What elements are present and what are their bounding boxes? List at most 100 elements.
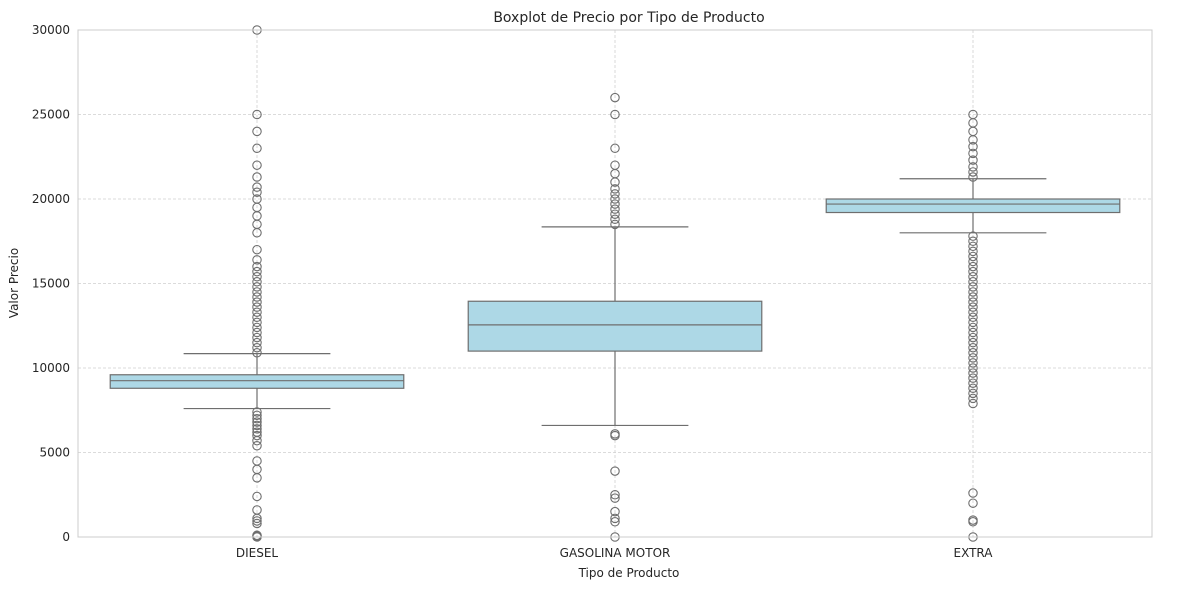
y-tick-label: 5000 — [39, 446, 70, 460]
y-tick-label: 10000 — [32, 361, 70, 375]
outlier-point — [252, 312, 262, 323]
outlier-point — [252, 332, 262, 343]
outlier-point — [968, 287, 978, 297]
outlier-point — [610, 204, 620, 214]
outlier-point — [968, 162, 978, 172]
outlier-point — [968, 302, 978, 312]
y-tick-label: 25000 — [32, 108, 70, 122]
outlier-point — [252, 292, 262, 302]
outlier-point — [610, 189, 620, 199]
outlier-point — [968, 498, 978, 508]
outlier-point — [610, 489, 620, 500]
outlier-point — [610, 209, 620, 219]
outlier-point — [610, 429, 620, 439]
outlier-point — [252, 160, 262, 170]
outlier-point — [252, 255, 262, 265]
outlier-point — [610, 199, 620, 209]
outlier-point — [968, 292, 978, 302]
outlier-point — [252, 277, 262, 287]
outlier-point — [252, 307, 262, 317]
outlier-point — [252, 261, 262, 272]
outlier-point — [252, 417, 262, 427]
outlier-point — [968, 236, 978, 247]
outlier-point — [610, 143, 620, 154]
outlier-point — [610, 466, 620, 476]
outlier-point — [610, 184, 620, 194]
outlier-point — [610, 506, 620, 517]
outlier-point — [610, 160, 620, 170]
outlier-point — [252, 518, 262, 529]
outlier-point — [968, 398, 978, 409]
plot-frame — [77, 29, 1153, 538]
outlier-point — [252, 440, 262, 451]
outlier-point — [968, 155, 978, 165]
outlier-point — [610, 493, 620, 503]
iqr-box — [467, 300, 763, 352]
box-group — [109, 25, 405, 542]
outlier-point — [968, 109, 978, 120]
outlier-point — [252, 491, 262, 502]
y-tick-labels: 0 5000 10000 15000 20000 25000 30000 — [32, 23, 70, 544]
outlier-point — [968, 488, 978, 498]
outlier-point — [252, 297, 262, 307]
outlier-point — [252, 187, 262, 197]
outlier-point — [968, 307, 978, 317]
outlier-point — [968, 358, 978, 368]
x-tick-label: EXTRA — [954, 546, 994, 560]
outlier-point — [968, 246, 978, 257]
outlier-point — [968, 261, 978, 272]
outlier-point — [252, 109, 262, 120]
outlier-point — [252, 302, 262, 312]
outlier-point — [252, 337, 262, 348]
outlier-point — [610, 214, 620, 225]
outlier-point — [610, 513, 620, 524]
outlier-point — [968, 378, 978, 388]
y-tick-label: 15000 — [32, 277, 70, 291]
outlier-point — [968, 393, 978, 404]
x-axis-label: Tipo de Producto — [578, 566, 680, 580]
outlier-point — [252, 430, 262, 441]
outlier-point — [968, 363, 978, 373]
outlier-point — [968, 172, 978, 182]
chart-title: Boxplot de Precio por Tipo de Producto — [493, 10, 764, 26]
outlier-point — [968, 388, 978, 399]
outlier-point — [252, 420, 262, 431]
outlier-point — [252, 266, 262, 277]
outlier-point — [968, 322, 978, 333]
outlier-point — [968, 515, 978, 525]
outlier-point — [252, 172, 262, 182]
outlier-point — [968, 373, 978, 383]
x-tick-label: GASOLINA MOTOR — [560, 546, 671, 560]
outlier-point — [610, 194, 620, 204]
outlier-point — [252, 271, 262, 282]
outlier-point — [610, 109, 620, 120]
box-group — [825, 109, 1121, 542]
outlier-point — [968, 327, 978, 338]
outlier-point — [252, 143, 262, 154]
iqr-box — [825, 198, 1121, 214]
outlier-point — [968, 271, 978, 282]
outlier-point — [968, 312, 978, 323]
outlier-point — [968, 266, 978, 277]
outlier-point — [968, 348, 978, 358]
outlier-point — [968, 297, 978, 307]
boxes — [109, 25, 1121, 542]
outlier-point — [252, 287, 262, 297]
outlier-point — [968, 167, 978, 177]
outlier-point — [252, 182, 262, 192]
outlier-point — [252, 327, 262, 338]
iqr-box — [109, 374, 405, 389]
outlier-point — [252, 413, 262, 424]
outlier-point — [252, 348, 262, 358]
y-tick-label: 0 — [62, 530, 70, 544]
outlier-point — [252, 505, 262, 515]
outlier-point — [968, 231, 978, 241]
outlier-point — [968, 148, 978, 159]
outlier-point — [968, 141, 978, 152]
y-axis-label: Valor Precio — [7, 248, 21, 318]
outlier-point — [252, 410, 262, 421]
outlier-point — [610, 92, 620, 103]
y-tick-label: 30000 — [32, 23, 70, 37]
outlier-point — [968, 353, 978, 363]
